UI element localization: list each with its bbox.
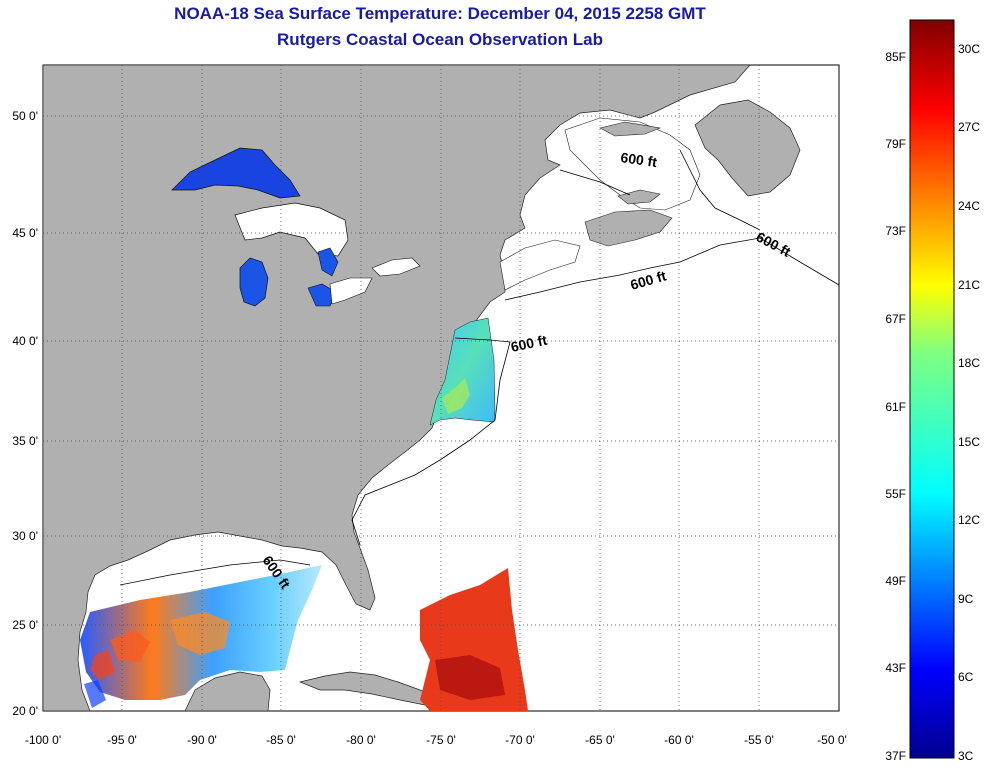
- colorbar-c-label: 12C: [958, 513, 980, 527]
- sst-gulf-cool-patch: [84, 680, 106, 708]
- lat-tick-label: 50 0': [12, 109, 38, 123]
- lon-axis: -100 0' -95 0' -90 0' -85 0' -80 0' -75 …: [25, 733, 847, 747]
- colorbar-c-label: 21C: [958, 278, 980, 292]
- colorbar: [909, 19, 955, 759]
- colorbar-c-label: 18C: [958, 356, 980, 370]
- gulf-st-lawrence-water: [564, 117, 701, 211]
- lat-tick-label: 25 0': [12, 618, 38, 632]
- colorbar-f-label: 43F: [885, 661, 906, 675]
- land-pei: [617, 189, 661, 205]
- lon-tick-label: -100 0': [25, 733, 61, 747]
- sst-swath-warm-core: [442, 378, 470, 414]
- lat-axis: 20 0' 25 0' 30 0' 35 0' 40 0' 45 0' 50 0…: [12, 109, 38, 718]
- land-north-america: [43, 65, 751, 711]
- lon-tick-label: -75 0': [426, 733, 456, 747]
- colorbar-fahrenheit-labels: 85F 79F 73F 67F 61F 55F 49F 43F 37F: [885, 50, 906, 763]
- lake-erie-east: [329, 277, 373, 305]
- sst-gulf-warm-patch-3: [90, 650, 115, 680]
- colorbar-c-label: 15C: [958, 435, 980, 449]
- land-anticosti: [599, 121, 662, 137]
- colorbar-f-label: 55F: [885, 487, 906, 501]
- lon-tick-label: -90 0': [187, 733, 217, 747]
- colorbar-c-label: 3C: [958, 749, 974, 763]
- sst-gulf-warm-patch-1: [110, 630, 150, 662]
- lon-tick-label: -95 0': [107, 733, 137, 747]
- sst-gulf-warm-patch-2: [170, 612, 230, 655]
- lon-tick-label: -60 0': [664, 733, 694, 747]
- colorbar-c-label: 6C: [958, 670, 974, 684]
- lon-tick-label: -55 0': [744, 733, 774, 747]
- lake-ontario: [371, 257, 421, 277]
- lake-huron: [234, 202, 349, 257]
- land-nova-scotia: [584, 209, 673, 247]
- lat-tick-label: 40 0': [12, 334, 38, 348]
- colorbar-f-label: 49F: [885, 574, 906, 588]
- colorbar-f-label: 37F: [885, 749, 906, 763]
- lon-tick-label: -85 0': [266, 733, 296, 747]
- grid-lines: [43, 65, 839, 711]
- lake-huron-saginaw: [317, 247, 339, 277]
- colorbar-c-label: 30C: [958, 42, 980, 56]
- land-newfoundland: [694, 99, 801, 197]
- sst-caribbean-hot-patch: [435, 655, 505, 700]
- lon-tick-label: -80 0': [346, 733, 376, 747]
- lake-superior: [171, 147, 301, 199]
- colorbar-f-label: 85F: [885, 50, 906, 64]
- colorbar-f-label: 61F: [885, 400, 906, 414]
- map-title: NOAA-18 Sea Surface Temperature: Decembe…: [174, 4, 706, 23]
- colorbar-celsius-labels: 30C 27C 24C 21C 18C 15C 12C 9C 6C 3C: [958, 42, 980, 763]
- lon-tick-label: -65 0': [585, 733, 615, 747]
- colorbar-f-label: 73F: [885, 224, 906, 238]
- colorbar-c-label: 9C: [958, 592, 974, 606]
- lake-michigan: [239, 257, 269, 307]
- contour-label: 600 ft: [509, 332, 548, 355]
- colorbar-f-label: 67F: [885, 312, 906, 326]
- contour-label: 600 ft: [620, 149, 659, 170]
- map-subtitle: Rutgers Coastal Ocean Observation Lab: [277, 30, 603, 49]
- lon-tick-label: -70 0': [505, 733, 535, 747]
- colorbar-f-label: 79F: [885, 137, 906, 151]
- lat-tick-label: 30 0': [12, 529, 38, 543]
- lat-tick-label: 35 0': [12, 434, 38, 448]
- lat-tick-label: 45 0': [12, 226, 38, 240]
- colorbar-c-label: 24C: [958, 199, 980, 213]
- lon-tick-label: -50 0': [817, 733, 847, 747]
- contour-600ft-lines: [119, 149, 839, 586]
- land-yucatan: [184, 671, 271, 711]
- lat-tick-label: 20 0': [12, 704, 38, 718]
- colorbar-c-label: 27C: [958, 120, 980, 134]
